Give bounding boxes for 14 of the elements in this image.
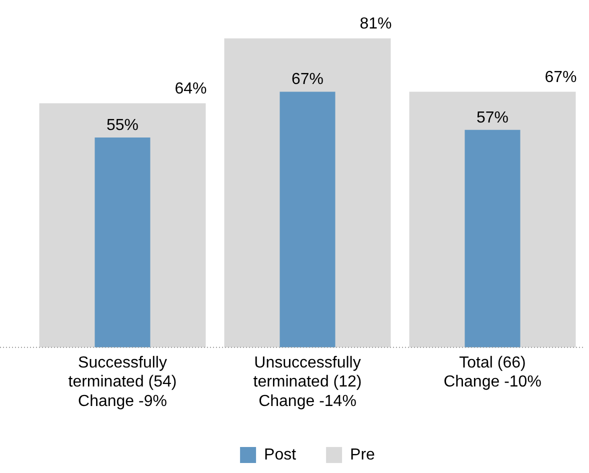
data-label: 57% (476, 109, 509, 126)
data-label: 81% (360, 16, 392, 33)
x-tick-label: Unsuccessfully terminated (12) Change -14% (253, 354, 362, 410)
data-label: 67% (291, 71, 324, 88)
data-label: 67% (544, 69, 577, 86)
x-tick-label: Total (66) Change -10% (444, 354, 542, 391)
legend-label: Pre (350, 446, 376, 464)
bar (464, 130, 520, 348)
bar (94, 138, 150, 348)
data-label: 64% (174, 80, 207, 98)
legend-label: Post (264, 446, 297, 464)
x-tick-label: Successfully terminated (54) Change -9% (68, 354, 177, 410)
bar (280, 92, 336, 348)
data-label: 55% (106, 116, 139, 134)
